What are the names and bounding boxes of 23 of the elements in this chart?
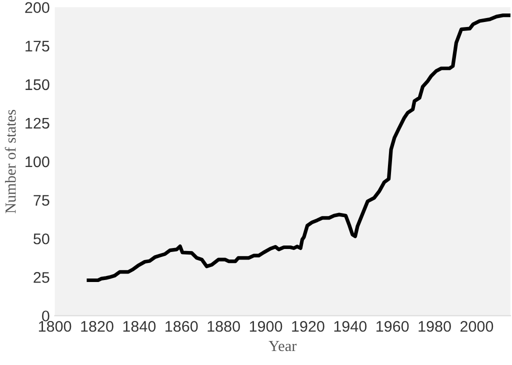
x-tick-label: 1960 (376, 320, 409, 332)
x-tick-label: 1860 (166, 320, 198, 332)
line-series (86, 14, 510, 282)
x-tick-label: 1820 (81, 320, 114, 332)
x-tick-label: 1980 (418, 320, 451, 332)
y-tick-label: 100 (26, 156, 50, 168)
y-tick-label: 50 (34, 233, 50, 244)
x-tick-label: 2000 (460, 320, 494, 332)
y-tick-label: 175 (26, 40, 50, 52)
y-tick-label: 25 (34, 272, 50, 283)
y-tick-label: 75 (34, 195, 50, 206)
x-tick-label: 1880 (208, 320, 240, 332)
x-tick-label: 1840 (123, 320, 156, 332)
y-axis-title: Number of states (4, 110, 16, 214)
x-axis-title: Year (268, 340, 297, 352)
x-tick-label: 1940 (334, 320, 367, 332)
y-tick-label: 150 (26, 79, 50, 90)
y-tick-label: 0 (42, 310, 50, 322)
y-tick-label: 200 (25, 2, 50, 13)
y-tick-label: 125 (26, 118, 50, 129)
x-tick-label: 1900 (250, 320, 282, 332)
x-tick-label: 1920 (292, 320, 324, 332)
x-tick-label: 1800 (38, 320, 72, 332)
